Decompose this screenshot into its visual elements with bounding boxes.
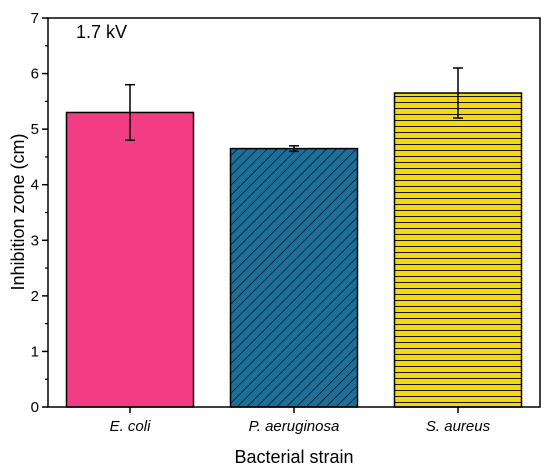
x-tick-label-0: E. coli <box>110 418 152 435</box>
bar-2 <box>393 92 523 408</box>
bar-1 <box>229 147 359 408</box>
y-tick-label-5: 5 <box>31 121 39 138</box>
x-axis-title: Bacterial strain <box>234 447 353 467</box>
y-axis-title: Inhibition zone (cm) <box>8 133 28 290</box>
error-bar-1 <box>289 145 299 153</box>
y-tick-label-4: 4 <box>31 177 39 194</box>
x-ticks: E. coli P. aeruginosa S. aureus <box>110 407 491 435</box>
y-tick-label-3: 3 <box>31 232 39 249</box>
errorbars-layer <box>125 67 463 153</box>
error-bar-0 <box>125 83 135 142</box>
y-tick-label-6: 6 <box>31 66 39 83</box>
voltage-annotation: 1.7 kV <box>76 22 127 42</box>
error-bar-2 <box>453 67 463 119</box>
bar-0 <box>65 111 195 408</box>
y-ticks: 0 1 2 3 4 5 6 7 <box>31 10 48 416</box>
y-tick-label-7: 7 <box>31 10 39 27</box>
x-tick-label-1: P. aeruginosa <box>249 418 340 435</box>
y-tick-label-0: 0 <box>31 399 39 416</box>
y-tick-label-1: 1 <box>31 343 39 360</box>
y-tick-label-2: 2 <box>31 288 39 305</box>
x-tick-label-2: S. aureus <box>426 418 491 435</box>
